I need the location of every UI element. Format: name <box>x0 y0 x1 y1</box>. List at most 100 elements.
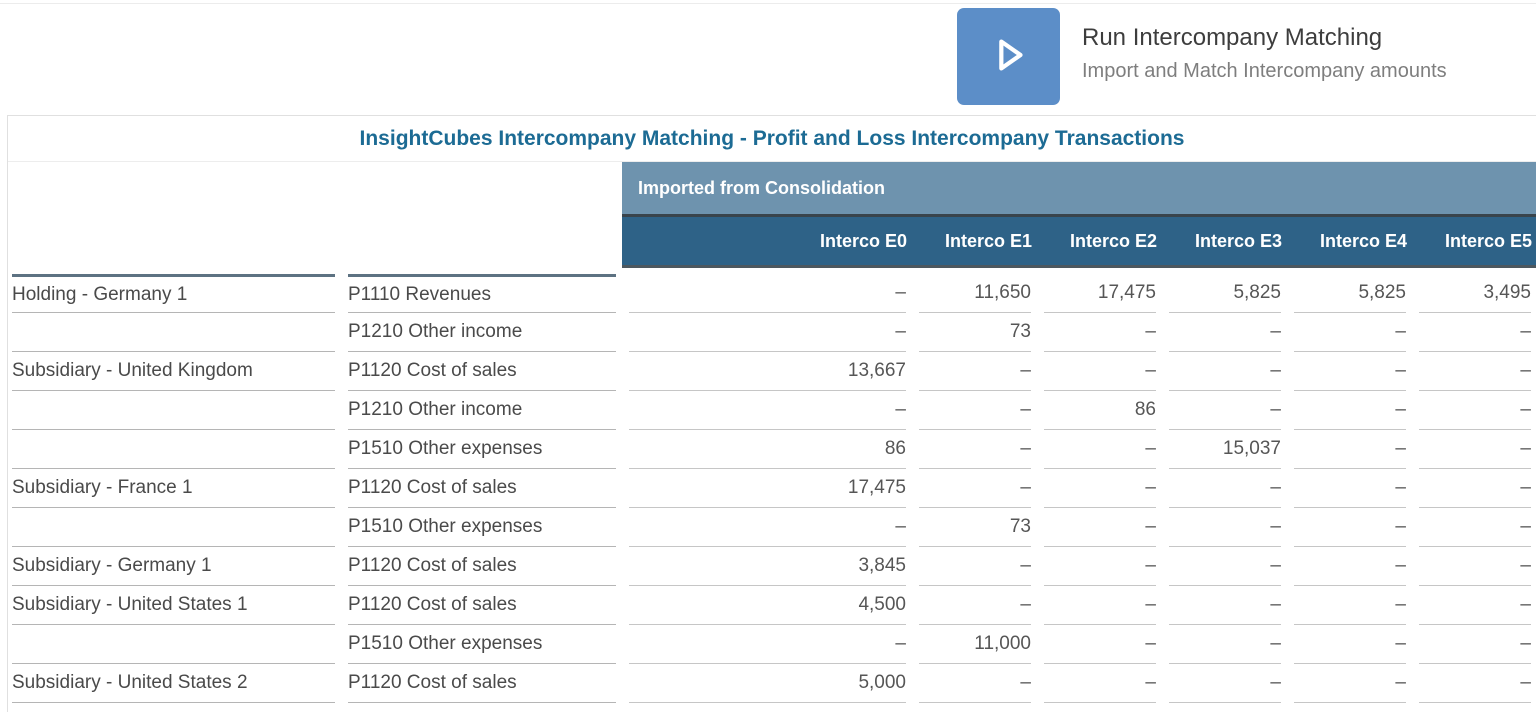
table-title: InsightCubes Intercompany Matching - Pro… <box>8 116 1536 162</box>
value-cell[interactable]: 13,667 <box>629 352 906 391</box>
column-header-interco-e1[interactable]: Interco E1 <box>944 230 1032 251</box>
value-cell[interactable]: 11,650 <box>919 274 1031 313</box>
value-cell[interactable]: – <box>1419 313 1531 352</box>
value-cell[interactable]: 5,825 <box>1169 274 1281 313</box>
entity-cell[interactable]: Subsidiary - United States 2 <box>12 664 335 703</box>
value-cell[interactable]: 17,475 <box>1044 274 1156 313</box>
account-cell[interactable]: P1120 Cost of sales <box>348 469 616 508</box>
group-header-imported-from-consolidation[interactable]: Imported from Consolidation <box>622 162 1536 214</box>
value-cell[interactable]: 86 <box>1044 391 1156 430</box>
account-cell[interactable]: P1210 Other income <box>348 313 616 352</box>
value-cell[interactable]: – <box>1044 664 1156 703</box>
value-cell[interactable]: – <box>629 625 906 664</box>
entity-cell[interactable] <box>12 508 335 547</box>
value-cell[interactable]: – <box>1419 430 1531 469</box>
entity-cell[interactable] <box>12 625 335 664</box>
account-cell[interactable]: P1510 Other expenses <box>348 625 616 664</box>
account-cell[interactable]: P1110 Revenues <box>348 274 616 313</box>
value-cell[interactable]: – <box>919 352 1031 391</box>
value-cell[interactable]: – <box>919 430 1031 469</box>
value-cell[interactable]: – <box>1169 469 1281 508</box>
value-cell[interactable]: – <box>629 391 906 430</box>
entity-cell[interactable]: Subsidiary - United States 1 <box>12 586 335 625</box>
value-cell[interactable]: – <box>1294 469 1406 508</box>
value-cell[interactable]: 73 <box>919 508 1031 547</box>
value-cell[interactable]: – <box>629 313 906 352</box>
value-cell[interactable]: – <box>1044 625 1156 664</box>
value-cell[interactable]: – <box>1169 391 1281 430</box>
entity-cell[interactable]: Holding - Germany 1 <box>12 274 335 313</box>
value-cell[interactable]: – <box>1169 664 1281 703</box>
entity-cell[interactable]: Subsidiary - France 1 <box>12 469 335 508</box>
entity-cell[interactable] <box>12 391 335 430</box>
value-cell[interactable]: – <box>1044 547 1156 586</box>
entity-cell[interactable]: Subsidiary - United Kingdom <box>12 352 335 391</box>
value-cell[interactable]: – <box>1419 625 1531 664</box>
value-cell[interactable]: – <box>1419 664 1531 703</box>
account-cell[interactable]: P1120 Cost of sales <box>348 547 616 586</box>
value-cell[interactable]: – <box>1419 469 1531 508</box>
value-cell[interactable]: – <box>919 547 1031 586</box>
value-cell[interactable]: – <box>1294 430 1406 469</box>
value-cell[interactable]: – <box>1419 586 1531 625</box>
value-cell[interactable]: 5,000 <box>629 664 906 703</box>
value-cell[interactable]: – <box>1294 664 1406 703</box>
value-cell[interactable]: – <box>1169 352 1281 391</box>
column-header-interco-e5[interactable]: Interco E5 <box>1444 230 1532 251</box>
column-header-interco-e3[interactable]: Interco E3 <box>1194 230 1282 251</box>
account-cell[interactable]: P1120 Cost of sales <box>348 664 616 703</box>
value-cell[interactable]: – <box>919 469 1031 508</box>
value-cell[interactable]: – <box>1294 625 1406 664</box>
value-cell[interactable]: – <box>1294 586 1406 625</box>
account-cell[interactable]: P1510 Other expenses <box>348 430 616 469</box>
value-cell[interactable]: – <box>919 586 1031 625</box>
value-cell[interactable]: – <box>629 274 906 313</box>
account-cell[interactable]: P1510 Other expenses <box>348 508 616 547</box>
value-cell[interactable]: – <box>1169 508 1281 547</box>
value-cell[interactable]: 15,037 <box>1169 430 1281 469</box>
value-cell[interactable]: – <box>1044 313 1156 352</box>
value-cell[interactable]: – <box>1294 508 1406 547</box>
value-cell[interactable]: – <box>1419 391 1531 430</box>
value-cell[interactable]: – <box>1169 586 1281 625</box>
account-cell[interactable]: P1120 Cost of sales <box>348 352 616 391</box>
value-cell[interactable]: – <box>1044 352 1156 391</box>
value-cell[interactable]: – <box>1044 430 1156 469</box>
account-cell[interactable]: P1210 Other income <box>348 391 616 430</box>
value-cell[interactable]: – <box>1294 391 1406 430</box>
value-cell[interactable]: 17,475 <box>629 469 906 508</box>
group-header-label: Imported from Consolidation <box>638 177 885 198</box>
entity-cell[interactable] <box>12 430 335 469</box>
value-cell[interactable]: 5,825 <box>1294 274 1406 313</box>
table-header-area: Imported from Consolidation Interco E0 In… <box>8 162 1536 268</box>
account-cell[interactable]: P1120 Cost of sales <box>348 586 616 625</box>
value-cell[interactable]: – <box>919 664 1031 703</box>
value-cell[interactable]: – <box>1294 547 1406 586</box>
value-cell[interactable]: – <box>1169 547 1281 586</box>
value-cell[interactable]: 3,495 <box>1419 274 1531 313</box>
value-cell[interactable]: – <box>919 391 1031 430</box>
column-header-interco-e0[interactable]: Interco E0 <box>819 230 907 251</box>
value-cell[interactable]: – <box>1044 586 1156 625</box>
value-cell[interactable]: – <box>1294 352 1406 391</box>
run-intercompany-button[interactable] <box>957 8 1060 105</box>
value-cell[interactable]: – <box>1419 508 1531 547</box>
value-cell[interactable]: – <box>1294 313 1406 352</box>
value-cell[interactable]: 3,845 <box>629 547 906 586</box>
value-cell[interactable]: – <box>1419 547 1531 586</box>
value-cell[interactable]: – <box>1169 625 1281 664</box>
column-header-interco-e4[interactable]: Interco E4 <box>1319 230 1407 251</box>
run-widget-title: Run Intercompany Matching <box>1082 24 1383 51</box>
value-cell[interactable]: – <box>629 508 906 547</box>
entity-cell[interactable]: Subsidiary - Germany 1 <box>12 547 335 586</box>
value-cell[interactable]: 11,000 <box>919 625 1031 664</box>
value-cell[interactable]: 73 <box>919 313 1031 352</box>
value-cell[interactable]: – <box>1169 313 1281 352</box>
column-header-interco-e2[interactable]: Interco E2 <box>1069 230 1157 251</box>
value-cell[interactable]: – <box>1044 469 1156 508</box>
entity-cell[interactable] <box>12 313 335 352</box>
value-cell[interactable]: 4,500 <box>629 586 906 625</box>
value-cell[interactable]: 86 <box>629 430 906 469</box>
value-cell[interactable]: – <box>1419 352 1531 391</box>
value-cell[interactable]: – <box>1044 508 1156 547</box>
